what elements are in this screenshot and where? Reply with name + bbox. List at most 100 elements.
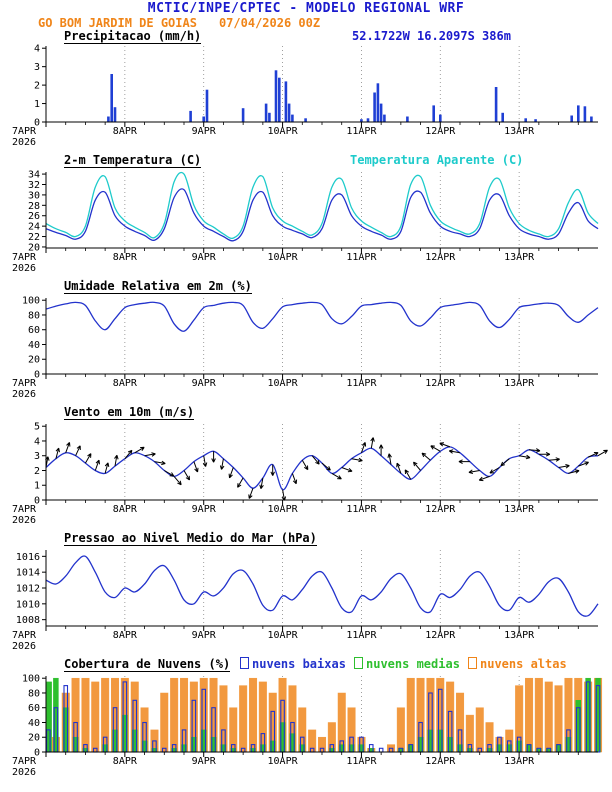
svg-text:11APR: 11APR xyxy=(346,504,377,515)
panel-title-wind: Vento em 10m (m/s) xyxy=(64,405,195,420)
svg-text:11APR: 11APR xyxy=(346,252,377,263)
svg-text:11APR: 11APR xyxy=(346,630,377,641)
svg-text:9APR: 9APR xyxy=(192,126,217,137)
svg-text:10APR: 10APR xyxy=(268,252,299,263)
page-title: MCTIC/INPE/CPTEC - MODELO REGIONAL WRF xyxy=(147,1,465,16)
svg-text:1010: 1010 xyxy=(16,599,40,610)
svg-text:9APR: 9APR xyxy=(192,378,217,389)
svg-text:7APR: 7APR xyxy=(12,252,37,263)
svg-text:3: 3 xyxy=(34,62,40,73)
legend-mid-clouds-label: nuvens medias xyxy=(366,657,460,671)
panel-title-humidity: Umidade Relativa em 2m (%) xyxy=(64,279,252,294)
svg-text:12APR: 12APR xyxy=(425,504,456,515)
clouds-title-row: Cobertura de Nuvens (%) nuvens baixas nu… xyxy=(0,657,612,672)
svg-text:8APR: 8APR xyxy=(113,504,138,515)
panel-title-clouds: Cobertura de Nuvens (%) xyxy=(64,657,231,672)
svg-text:1: 1 xyxy=(34,481,40,492)
svg-text:9APR: 9APR xyxy=(192,756,217,767)
svg-text:3: 3 xyxy=(34,451,40,462)
svg-text:2026: 2026 xyxy=(12,641,36,652)
svg-text:0: 0 xyxy=(34,370,40,381)
svg-text:12APR: 12APR xyxy=(425,630,456,641)
svg-text:12APR: 12APR xyxy=(425,126,456,137)
svg-text:1016: 1016 xyxy=(16,552,40,563)
legend-low-clouds-label: nuvens baixas xyxy=(252,657,346,671)
svg-text:4: 4 xyxy=(34,44,40,55)
svg-text:40: 40 xyxy=(28,340,40,351)
svg-text:7APR: 7APR xyxy=(12,504,37,515)
svg-text:8APR: 8APR xyxy=(113,252,138,263)
svg-text:20: 20 xyxy=(28,242,40,253)
low-clouds-swatch-icon xyxy=(240,657,249,669)
svg-text:10APR: 10APR xyxy=(268,504,299,515)
precip-title-row: Precipitacao (mm/h) 52.1722W 16.2097S 38… xyxy=(0,29,612,44)
panel-title-temperature: 2-m Temperatura (C) xyxy=(64,153,202,168)
svg-text:2: 2 xyxy=(34,466,40,477)
svg-text:0: 0 xyxy=(34,496,40,507)
panel-title-precipitation: Precipitacao (mm/h) xyxy=(64,29,202,44)
svg-text:11APR: 11APR xyxy=(346,126,377,137)
svg-text:8APR: 8APR xyxy=(113,126,138,137)
svg-text:28: 28 xyxy=(28,201,40,212)
svg-text:40: 40 xyxy=(28,718,40,729)
legend-high-clouds: nuvens altas xyxy=(468,657,567,671)
legend-high-clouds-label: nuvens altas xyxy=(480,657,567,671)
humidity-title-row: Umidade Relativa em 2m (%) xyxy=(0,279,612,294)
svg-text:11APR: 11APR xyxy=(346,756,377,767)
legend-mid-clouds: nuvens medias xyxy=(354,657,460,671)
svg-text:13APR: 13APR xyxy=(504,378,535,389)
svg-text:2026: 2026 xyxy=(12,389,36,400)
station-name: GO BOM JARDIM DE GOIAS xyxy=(38,16,197,30)
svg-text:80: 80 xyxy=(28,310,40,321)
svg-text:100: 100 xyxy=(22,296,40,307)
high-clouds-swatch-icon xyxy=(468,657,477,669)
svg-text:13APR: 13APR xyxy=(504,504,535,515)
svg-text:13APR: 13APR xyxy=(504,252,535,263)
svg-text:9APR: 9APR xyxy=(192,504,217,515)
svg-text:80: 80 xyxy=(28,688,40,699)
svg-text:2026: 2026 xyxy=(12,767,36,778)
run-datetime: 07/04/2026 00Z xyxy=(218,16,321,30)
svg-text:34: 34 xyxy=(28,170,40,181)
svg-text:20: 20 xyxy=(28,733,40,744)
wind-title-row: Vento em 10m (m/s) xyxy=(0,405,612,420)
svg-text:60: 60 xyxy=(28,325,40,336)
svg-text:2: 2 xyxy=(34,81,40,92)
svg-text:8APR: 8APR xyxy=(113,756,138,767)
svg-text:12APR: 12APR xyxy=(425,378,456,389)
temp-title-row: 2-m Temperatura (C) Temperatura Aparente… xyxy=(0,153,612,168)
svg-text:0: 0 xyxy=(34,118,40,129)
svg-text:8APR: 8APR xyxy=(113,630,138,641)
legend-low-clouds: nuvens baixas xyxy=(240,657,346,671)
svg-text:4: 4 xyxy=(34,436,40,447)
svg-text:10APR: 10APR xyxy=(268,378,299,389)
station-line: GO BOM JARDIM DE GOIAS 07/04/2026 00Z xyxy=(38,16,320,30)
svg-text:30: 30 xyxy=(28,190,40,201)
svg-text:13APR: 13APR xyxy=(504,126,535,137)
svg-text:1014: 1014 xyxy=(16,568,40,579)
svg-text:60: 60 xyxy=(28,703,40,714)
svg-text:2026: 2026 xyxy=(12,515,36,526)
svg-text:8APR: 8APR xyxy=(113,378,138,389)
svg-text:10APR: 10APR xyxy=(268,630,299,641)
svg-text:7APR: 7APR xyxy=(12,630,37,641)
svg-text:9APR: 9APR xyxy=(192,252,217,263)
svg-text:13APR: 13APR xyxy=(504,756,535,767)
svg-text:24: 24 xyxy=(28,222,40,233)
svg-text:13APR: 13APR xyxy=(504,630,535,641)
svg-text:26: 26 xyxy=(28,211,40,222)
svg-text:12APR: 12APR xyxy=(425,756,456,767)
svg-text:12APR: 12APR xyxy=(425,252,456,263)
svg-text:1008: 1008 xyxy=(16,615,40,626)
svg-text:2026: 2026 xyxy=(12,137,36,148)
panel-title-pressure: Pressao ao Nivel Medio do Mar (hPa) xyxy=(64,531,317,546)
svg-text:11APR: 11APR xyxy=(346,378,377,389)
svg-text:2026: 2026 xyxy=(12,263,36,274)
svg-text:5: 5 xyxy=(34,422,40,433)
